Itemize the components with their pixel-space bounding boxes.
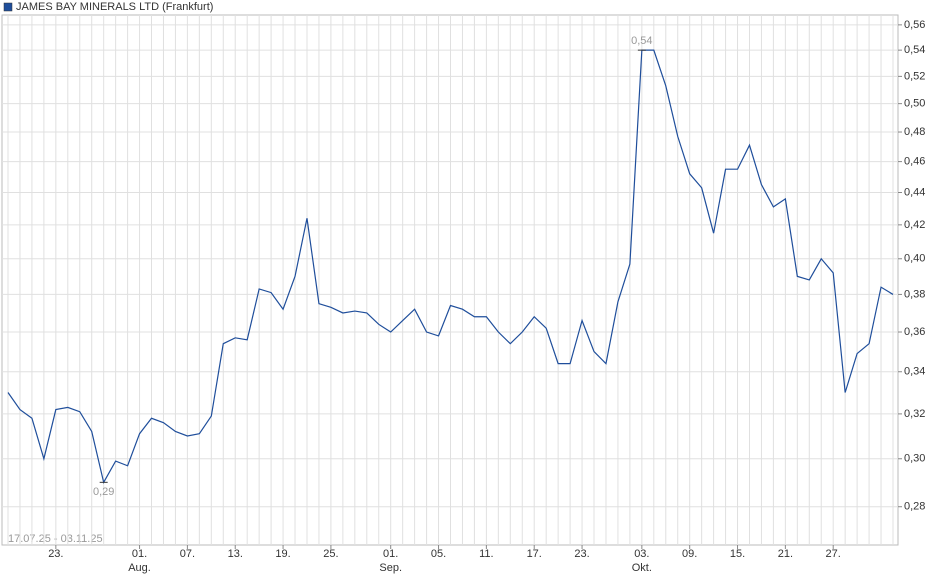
x-tick-label: 07.: [180, 548, 195, 560]
x-tick-label: 17.: [527, 548, 542, 560]
y-tick-label: 0,56: [904, 19, 925, 31]
y-tick-label: 0,42: [904, 219, 925, 231]
x-tick-label: 11.: [479, 548, 493, 560]
value-label: 0,54: [631, 35, 652, 47]
y-tick-label: 0,44: [904, 186, 925, 198]
x-tick-label: 23.: [48, 548, 63, 560]
y-tick-label: 0,50: [904, 98, 925, 110]
y-tick-label: 0,38: [904, 288, 925, 300]
y-tick-label: 0,34: [904, 366, 925, 378]
y-tick-label: 0,54: [904, 44, 925, 56]
x-tick-label: 19.: [275, 548, 290, 560]
x-tick-label: 01.: [132, 548, 147, 560]
y-tick-label: 0,46: [904, 156, 925, 168]
y-tick-label: 0,28: [904, 501, 925, 513]
x-tick-label: 27.: [826, 548, 841, 560]
x-tick-label: 13.: [228, 548, 243, 560]
y-tick-label: 0,48: [904, 126, 925, 138]
x-month-label: Sep.: [379, 562, 402, 574]
legend-swatch: [3, 2, 13, 12]
x-tick-label: 15.: [730, 548, 745, 560]
x-tick-label: 25.: [323, 548, 338, 560]
x-tick-label: 21.: [778, 548, 793, 560]
x-tick-label: 23.: [574, 548, 589, 560]
x-month-label: Okt.: [632, 562, 652, 574]
y-tick-label: 0,36: [904, 326, 925, 338]
x-tick-label: 01.: [383, 548, 398, 560]
x-tick-label: 05.: [431, 548, 446, 560]
chart-title: JAMES BAY MINERALS LTD (Frankfurt): [16, 1, 213, 13]
x-tick-label: 03.: [634, 548, 649, 560]
price-line: [7, 49, 894, 484]
date-range: 17.07.25 - 03.11.25: [8, 533, 103, 545]
x-tick-label: 09.: [682, 548, 697, 560]
y-tick-label: 0,52: [904, 70, 925, 82]
value-label: 0,29: [93, 486, 114, 498]
x-month-label: Aug.: [128, 562, 151, 574]
y-tick-label: 0,30: [904, 453, 925, 465]
y-tick-label: 0,40: [904, 253, 925, 265]
y-tick-label: 0,32: [904, 408, 925, 420]
